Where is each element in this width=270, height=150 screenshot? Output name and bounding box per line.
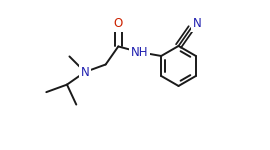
Text: N: N [81,66,89,78]
Text: O: O [114,17,123,30]
Text: NH: NH [131,46,148,59]
Text: N: N [193,17,201,30]
